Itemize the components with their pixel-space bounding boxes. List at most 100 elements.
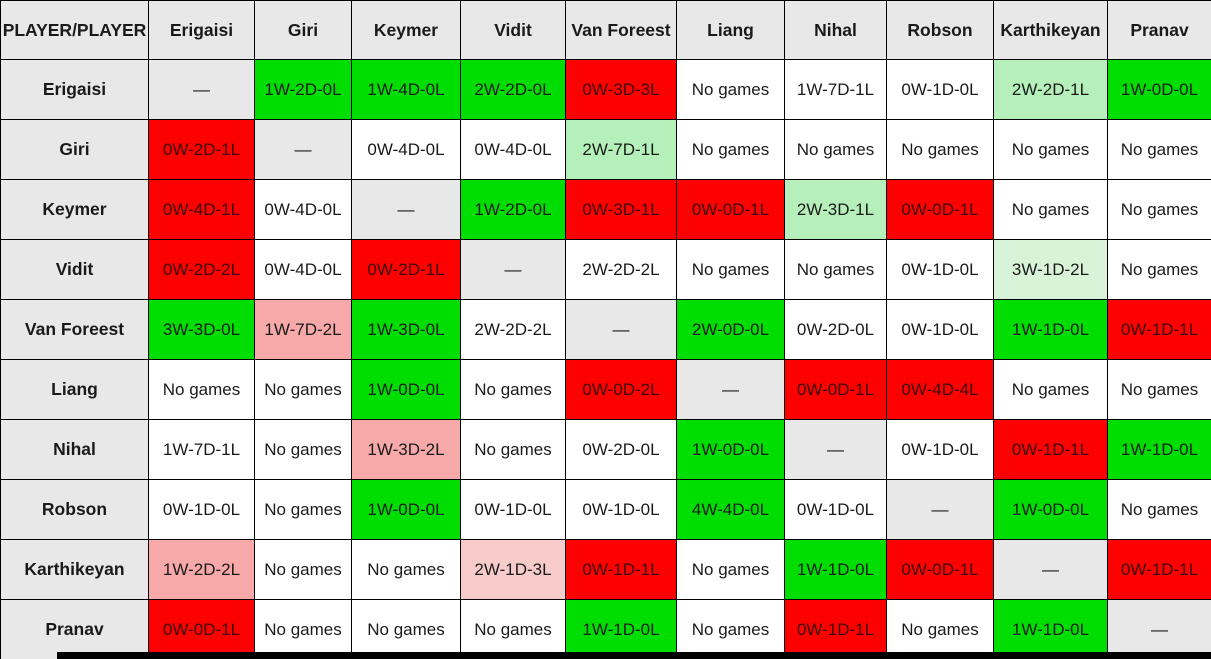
column-header[interactable]: Nihal — [784, 0, 887, 60]
no-games-cell[interactable]: No games — [993, 119, 1108, 180]
column-header[interactable]: Giri — [254, 0, 352, 60]
diagonal-cell[interactable]: — — [254, 119, 352, 180]
column-header[interactable]: Liang — [676, 0, 785, 60]
no-games-cell[interactable]: No games — [676, 59, 785, 120]
record-cell[interactable]: 2W-0D-0L — [676, 299, 785, 360]
no-games-cell[interactable]: No games — [676, 539, 785, 600]
diagonal-cell[interactable]: — — [993, 539, 1108, 600]
column-header[interactable]: Pranav — [1107, 0, 1211, 60]
record-cell[interactable]: 0W-3D-1L — [565, 179, 677, 240]
record-cell[interactable]: 1W-7D-1L — [784, 59, 887, 120]
record-cell[interactable]: 1W-3D-0L — [351, 299, 461, 360]
no-games-cell[interactable]: No games — [254, 359, 352, 420]
diagonal-cell[interactable]: — — [460, 239, 566, 300]
record-cell[interactable]: 0W-0D-1L — [886, 179, 994, 240]
record-cell[interactable]: 1W-1D-0L — [784, 539, 887, 600]
record-cell[interactable]: 0W-1D-1L — [993, 419, 1108, 480]
record-cell[interactable]: 2W-1D-3L — [460, 539, 566, 600]
row-header[interactable]: Giri — [0, 119, 149, 180]
record-cell[interactable]: 1W-0D-0L — [351, 359, 461, 420]
column-header[interactable]: Vidit — [460, 0, 566, 60]
row-header[interactable]: Liang — [0, 359, 149, 420]
record-cell[interactable]: 0W-0D-1L — [784, 359, 887, 420]
record-cell[interactable]: 0W-0D-2L — [565, 359, 677, 420]
diagonal-cell[interactable]: — — [784, 419, 887, 480]
column-header[interactable]: Robson — [886, 0, 994, 60]
row-header[interactable]: Karthikeyan — [0, 539, 149, 600]
no-games-cell[interactable]: No games — [254, 479, 352, 540]
record-cell[interactable]: 0W-4D-0L — [460, 119, 566, 180]
record-cell[interactable]: 0W-2D-1L — [148, 119, 255, 180]
no-games-cell[interactable]: No games — [1107, 479, 1211, 540]
record-cell[interactable]: 0W-1D-0L — [565, 479, 677, 540]
diagonal-cell[interactable]: — — [565, 299, 677, 360]
record-cell[interactable]: 1W-1D-0L — [993, 299, 1108, 360]
no-games-cell[interactable]: No games — [886, 119, 994, 180]
record-cell[interactable]: 0W-0D-1L — [886, 539, 994, 600]
no-games-cell[interactable]: No games — [676, 239, 785, 300]
record-cell[interactable]: 0W-4D-1L — [148, 179, 255, 240]
row-header[interactable]: Nihal — [0, 419, 149, 480]
no-games-cell[interactable]: No games — [254, 539, 352, 600]
record-cell[interactable]: 3W-1D-2L — [993, 239, 1108, 300]
record-cell[interactable]: 0W-0D-1L — [148, 599, 255, 659]
diagonal-cell[interactable]: — — [351, 179, 461, 240]
column-header[interactable]: Keymer — [351, 0, 461, 60]
record-cell[interactable]: 0W-0D-1L — [676, 179, 785, 240]
no-games-cell[interactable]: No games — [460, 599, 566, 659]
row-header[interactable]: Keymer — [0, 179, 149, 240]
row-header[interactable]: Pranav — [0, 599, 149, 659]
record-cell[interactable]: 2W-3D-1L — [784, 179, 887, 240]
no-games-cell[interactable]: No games — [351, 599, 461, 659]
no-games-cell[interactable]: No games — [784, 239, 887, 300]
record-cell[interactable]: 1W-4D-0L — [351, 59, 461, 120]
record-cell[interactable]: 1W-1D-0L — [1107, 419, 1211, 480]
no-games-cell[interactable]: No games — [254, 419, 352, 480]
record-cell[interactable]: 1W-0D-0L — [993, 479, 1108, 540]
record-cell[interactable]: 0W-1D-0L — [886, 59, 994, 120]
record-cell[interactable]: 0W-1D-0L — [460, 479, 566, 540]
no-games-cell[interactable]: No games — [784, 119, 887, 180]
record-cell[interactable]: 0W-2D-2L — [148, 239, 255, 300]
no-games-cell[interactable]: No games — [1107, 179, 1211, 240]
record-cell[interactable]: 2W-2D-2L — [565, 239, 677, 300]
record-cell[interactable]: 1W-1D-0L — [993, 599, 1108, 659]
record-cell[interactable]: 4W-4D-0L — [676, 479, 785, 540]
record-cell[interactable]: 0W-4D-4L — [886, 359, 994, 420]
no-games-cell[interactable]: No games — [1107, 119, 1211, 180]
diagonal-cell[interactable]: — — [1107, 599, 1211, 659]
record-cell[interactable]: 1W-1D-0L — [565, 599, 677, 659]
record-cell[interactable]: 0W-1D-0L — [784, 479, 887, 540]
no-games-cell[interactable]: No games — [886, 599, 994, 659]
record-cell[interactable]: 2W-2D-1L — [993, 59, 1108, 120]
record-cell[interactable]: 0W-1D-0L — [886, 239, 994, 300]
row-header[interactable]: Robson — [0, 479, 149, 540]
no-games-cell[interactable]: No games — [460, 359, 566, 420]
column-header[interactable]: Van Foreest — [565, 0, 677, 60]
record-cell[interactable]: 1W-0D-0L — [1107, 59, 1211, 120]
record-cell[interactable]: 1W-2D-2L — [148, 539, 255, 600]
column-header[interactable]: Karthikeyan — [993, 0, 1108, 60]
record-cell[interactable]: 1W-2D-0L — [254, 59, 352, 120]
record-cell[interactable]: 1W-0D-0L — [351, 479, 461, 540]
diagonal-cell[interactable]: — — [886, 479, 994, 540]
record-cell[interactable]: 1W-3D-2L — [351, 419, 461, 480]
record-cell[interactable]: 1W-2D-0L — [460, 179, 566, 240]
record-cell[interactable]: 0W-1D-0L — [886, 299, 994, 360]
row-header[interactable]: Erigaisi — [0, 59, 149, 120]
row-header[interactable]: Van Foreest — [0, 299, 149, 360]
record-cell[interactable]: 0W-1D-0L — [148, 479, 255, 540]
record-cell[interactable]: 0W-1D-1L — [784, 599, 887, 659]
diagonal-cell[interactable]: — — [676, 359, 785, 420]
record-cell[interactable]: 1W-7D-1L — [148, 419, 255, 480]
record-cell[interactable]: 0W-1D-1L — [1107, 539, 1211, 600]
no-games-cell[interactable]: No games — [676, 599, 785, 659]
diagonal-cell[interactable]: — — [148, 59, 255, 120]
no-games-cell[interactable]: No games — [993, 179, 1108, 240]
record-cell[interactable]: 0W-2D-1L — [351, 239, 461, 300]
row-header[interactable]: Vidit — [0, 239, 149, 300]
record-cell[interactable]: 1W-7D-2L — [254, 299, 352, 360]
record-cell[interactable]: 2W-2D-2L — [460, 299, 566, 360]
column-header[interactable]: Erigaisi — [148, 0, 255, 60]
no-games-cell[interactable]: No games — [254, 599, 352, 659]
